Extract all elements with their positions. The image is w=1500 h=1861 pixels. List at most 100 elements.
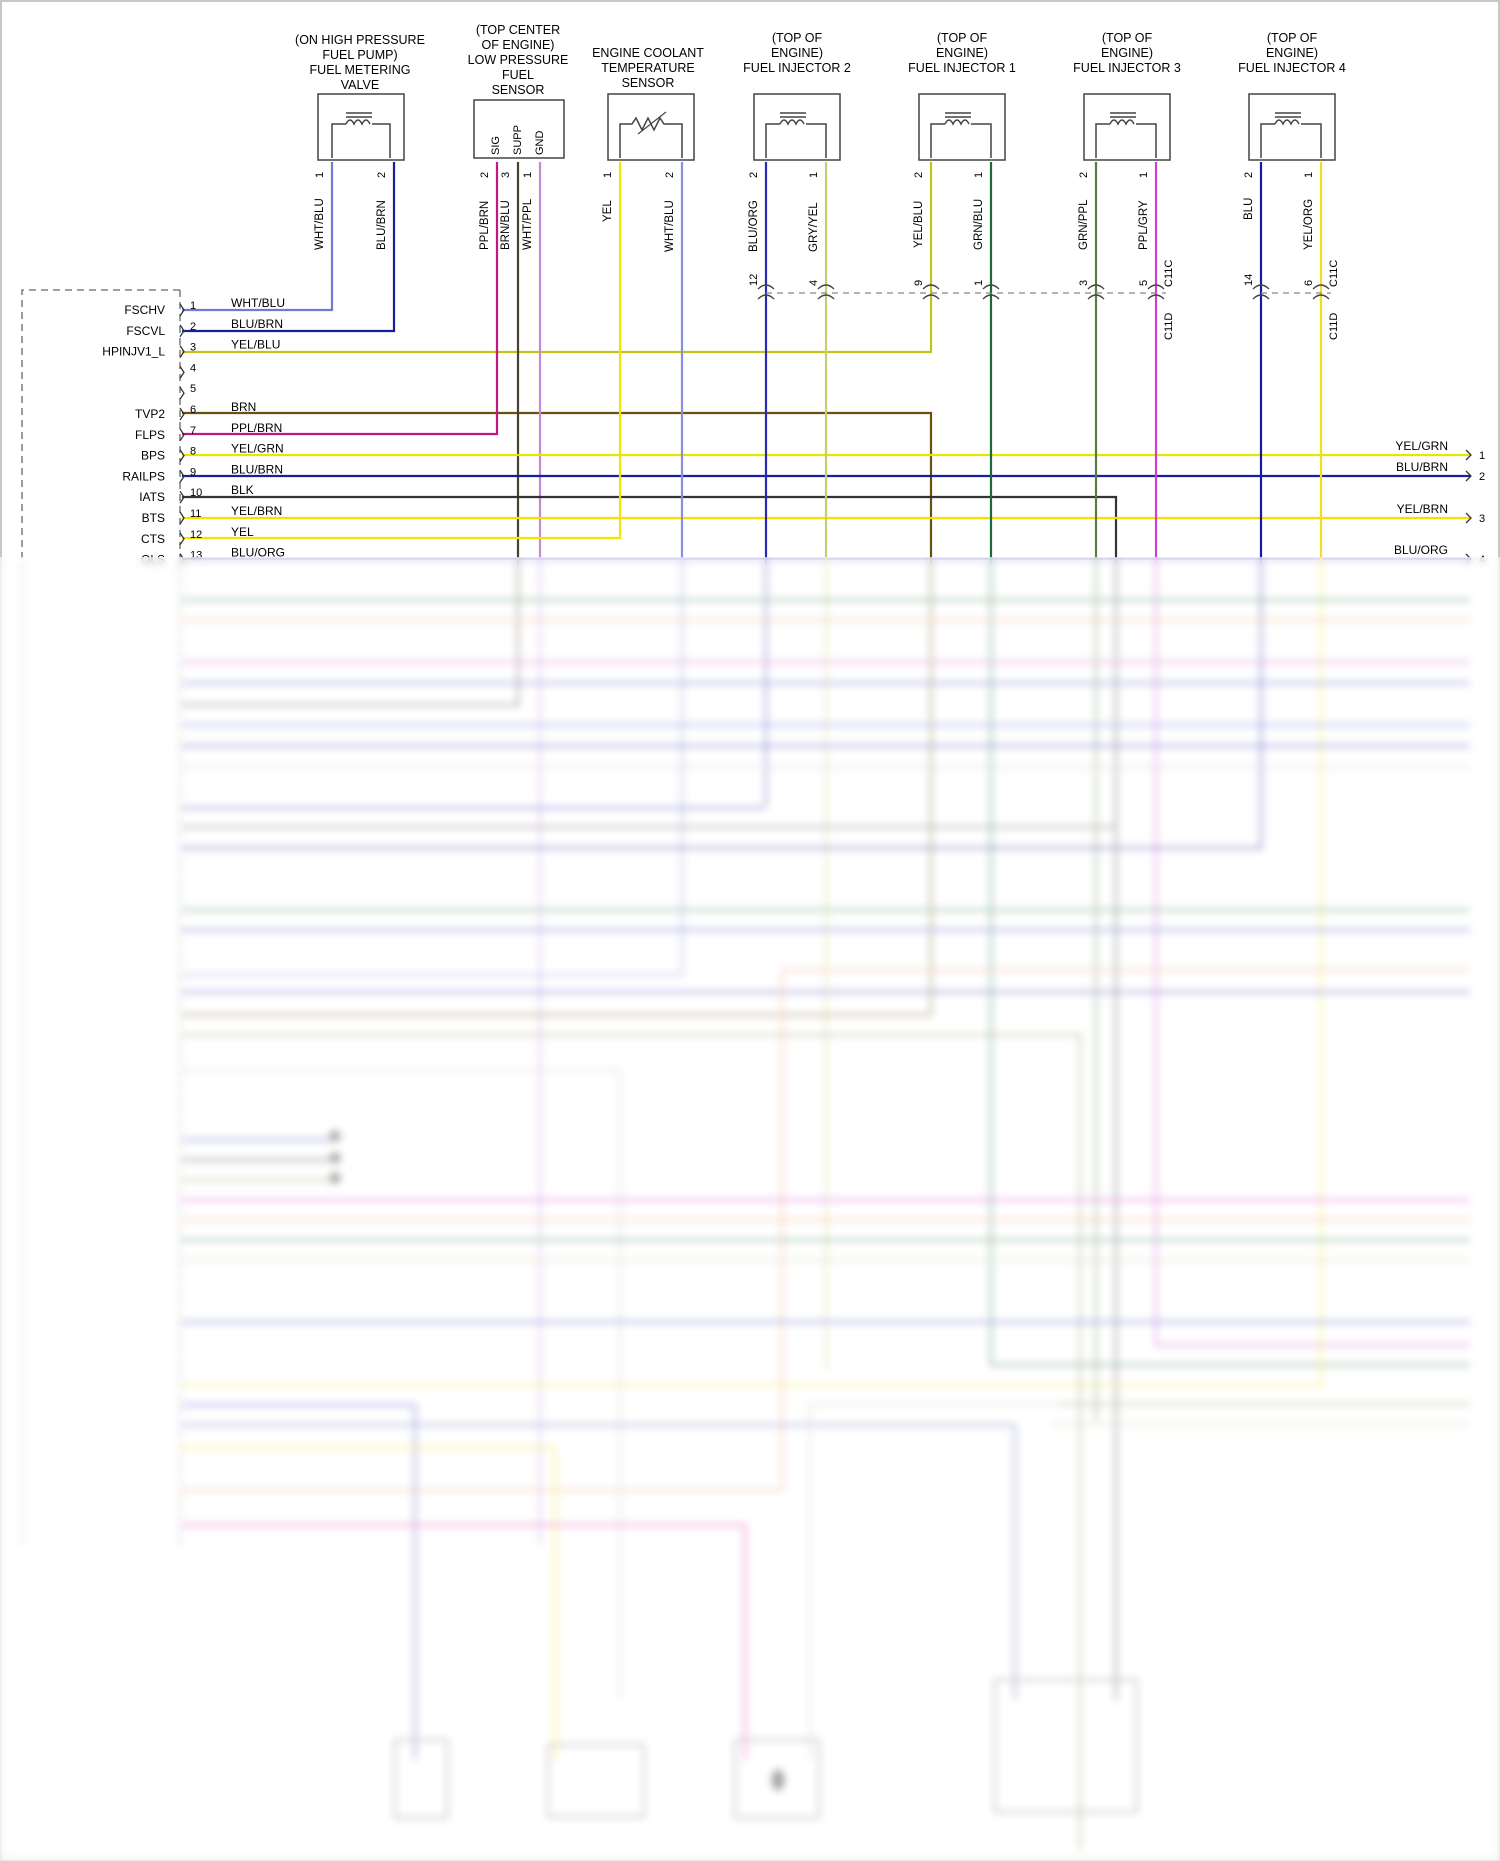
right-exit-row: BLU/BRN 2 bbox=[1396, 460, 1485, 483]
svg-text:1: 1 bbox=[973, 172, 985, 178]
pcm-signal-name: BPS bbox=[141, 449, 165, 463]
svg-text:C11C: C11C bbox=[1163, 260, 1175, 287]
pcm-wire-color: BLU/ORG bbox=[231, 546, 285, 560]
pin-labels: 1 2 2 3 1 1 2 2 1 2 1 2 1 2 1 bbox=[314, 172, 1315, 178]
exit-wire-color: YEL/GRN bbox=[1395, 439, 1448, 453]
fuel-injector-1: (TOP OF ENGINE) FUEL INJECTOR 1 bbox=[908, 31, 1016, 161]
svg-text:C11D: C11D bbox=[1163, 313, 1175, 340]
pin-name-gnd: GND bbox=[534, 131, 546, 156]
pcm-pin-number: 12 bbox=[190, 529, 202, 541]
engine-coolant-temperature-sensor: ENGINE COOLANT TEMPERATURE SENSOR bbox=[592, 46, 704, 161]
pin-terminal-icon bbox=[179, 490, 185, 504]
pcm-pin-number: 10 bbox=[190, 487, 202, 499]
pin-terminal-icon bbox=[179, 470, 185, 483]
pcm-signal-name: HPINJV1_L bbox=[102, 345, 165, 359]
exit-number: 1 bbox=[1479, 450, 1485, 462]
comp-title: (TOP CENTER OF ENGINE) LOW PRESSURE FUEL SEN… bbox=[468, 23, 569, 97]
pcm-pin-number: 2 bbox=[190, 321, 196, 333]
wire-yel bbox=[182, 162, 622, 540]
comp-title: (TOP OF ENGINE) FUEL INJECTOR 3 bbox=[1073, 31, 1181, 75]
svg-text:14: 14 bbox=[1243, 274, 1255, 286]
svg-text:12: 12 bbox=[748, 274, 760, 286]
pcm-wire-color: BLU/BRN bbox=[231, 317, 283, 331]
pin-terminal-icon bbox=[179, 511, 185, 525]
svg-text:6: 6 bbox=[1303, 280, 1315, 286]
pcm-pin-rows: FSCHV 1 WHT/BLU FSCVL 2 BLU/BRN HPINJV1_L 3 YEL/… bbox=[102, 296, 285, 567]
exit-wire-color: BLU/ORG bbox=[1394, 543, 1448, 557]
wire-blu-brn bbox=[182, 162, 396, 333]
pcm-pin-number: 4 bbox=[190, 362, 196, 374]
svg-text:WHT/BLU: WHT/BLU bbox=[664, 200, 676, 252]
pcm-wire-color: YEL/BLU bbox=[231, 338, 280, 352]
pin-terminal-icon bbox=[179, 324, 185, 338]
comp-title: ENGINE COOLANT TEMPERATURE SENSOR bbox=[592, 46, 704, 90]
svg-text:2: 2 bbox=[913, 172, 925, 178]
svg-text:C11D: C11D bbox=[1328, 313, 1340, 340]
pcm-wire-color: WHT/BLU bbox=[231, 296, 285, 310]
fuel-injector-3: (TOP OF ENGINE) FUEL INJECTOR 3 bbox=[1073, 31, 1181, 161]
exit-wire-color: BLU/BRN bbox=[1396, 460, 1448, 474]
svg-text:9: 9 bbox=[913, 280, 925, 286]
pin-terminal-icon bbox=[179, 345, 185, 358]
pcm-pin-row: FLPS 7 PPL/BRN bbox=[135, 421, 282, 442]
pcm-wire-color: BLK bbox=[231, 483, 254, 497]
right-exit-row: YEL/GRN 1 bbox=[1395, 439, 1485, 462]
exit-arrow-icon bbox=[1465, 512, 1472, 524]
svg-text:1: 1 bbox=[973, 280, 985, 286]
svg-text:YEL: YEL bbox=[602, 200, 614, 222]
svg-text:1: 1 bbox=[1138, 172, 1150, 178]
pcm-pin-row: FSCVL 2 BLU/BRN bbox=[126, 317, 283, 338]
comp-title: (TOP OF ENGINE) FUEL INJECTOR 4 bbox=[1238, 31, 1346, 75]
svg-text:C11C: C11C bbox=[1328, 260, 1340, 287]
svg-text:YEL/ORG: YEL/ORG bbox=[1303, 199, 1315, 250]
pin-terminal-icon bbox=[179, 532, 185, 546]
pcm-signal-name: TVP2 bbox=[135, 407, 165, 421]
svg-text:5: 5 bbox=[1138, 280, 1150, 286]
svg-text:BLU/ORG: BLU/ORG bbox=[748, 200, 760, 252]
svg-text:1: 1 bbox=[522, 172, 534, 178]
svg-text:3: 3 bbox=[500, 172, 512, 178]
pcm-pin-row: 5 bbox=[179, 383, 196, 400]
pcm-pin-row: BPS 8 YEL/GRN bbox=[141, 442, 284, 463]
pin-terminal-icon bbox=[179, 366, 185, 379]
exit-wire-color: YEL/BRN bbox=[1397, 502, 1448, 516]
pcm-wire-color: PPL/BRN bbox=[231, 421, 282, 435]
comp-title: (TOP OF ENGINE) FUEL INJECTOR 1 bbox=[908, 31, 1016, 75]
wire-yel-blu bbox=[182, 162, 933, 354]
pcm-wire-color: YEL/GRN bbox=[231, 442, 284, 456]
comp-title: (ON HIGH PRESSURE FUEL PUMP) FUEL METERING… bbox=[295, 33, 425, 92]
pcm-signal-name: FSCVL bbox=[126, 324, 165, 338]
pcm-pin-number: 5 bbox=[190, 383, 196, 395]
pcm-pin-row: RAILPS 9 BLU/BRN bbox=[122, 462, 283, 483]
pcm-pin-row: BTS 11 YEL/BRN bbox=[142, 504, 283, 525]
pcm-pin-number: 11 bbox=[190, 508, 201, 520]
pcm-pin-number: 8 bbox=[190, 446, 196, 458]
svg-text:YEL/BLU: YEL/BLU bbox=[913, 201, 925, 248]
svg-text:GRY/YEL: GRY/YEL bbox=[808, 202, 820, 252]
svg-text:2: 2 bbox=[748, 172, 760, 178]
pcm-pin-row: HPINJV1_L 3 YEL/BLU bbox=[102, 338, 280, 359]
inline-connector: 12 4 9 1 3 5 14 6 C11C C11D C11C C11D bbox=[748, 260, 1340, 340]
right-exit-row: YEL/BRN 3 bbox=[1397, 502, 1485, 525]
svg-text:BLU/BRN: BLU/BRN bbox=[376, 200, 388, 250]
svg-text:PPL/BRN: PPL/BRN bbox=[479, 201, 491, 250]
pcm-pin-number: 3 bbox=[190, 342, 196, 354]
pin-name-supp: SUPP bbox=[512, 125, 524, 155]
pcm-pin-row: TVP2 6 BRN bbox=[135, 400, 256, 421]
pcm-signal-name: RAILPS bbox=[122, 469, 165, 483]
svg-text:1: 1 bbox=[1303, 172, 1315, 178]
pin-terminal-icon bbox=[179, 428, 185, 442]
pcm-wire-color: BRN bbox=[231, 400, 256, 414]
svg-text:3: 3 bbox=[1078, 280, 1090, 286]
svg-text:WHT/BLU: WHT/BLU bbox=[314, 198, 326, 250]
low-pressure-fuel-sensor: (TOP CENTER OF ENGINE) LOW PRESSURE FUEL SEN… bbox=[468, 23, 569, 159]
svg-text:1: 1 bbox=[314, 172, 326, 178]
pin-terminal-icon bbox=[179, 449, 185, 462]
exit-number: 3 bbox=[1479, 513, 1485, 525]
pcm-pin-row: CTS 12 YEL bbox=[141, 525, 254, 546]
pin-terminal-icon bbox=[179, 407, 185, 421]
pcm-pin-number: 9 bbox=[190, 466, 196, 478]
pcm-signal-name: IATS bbox=[139, 490, 165, 504]
svg-text:4: 4 bbox=[808, 280, 820, 286]
